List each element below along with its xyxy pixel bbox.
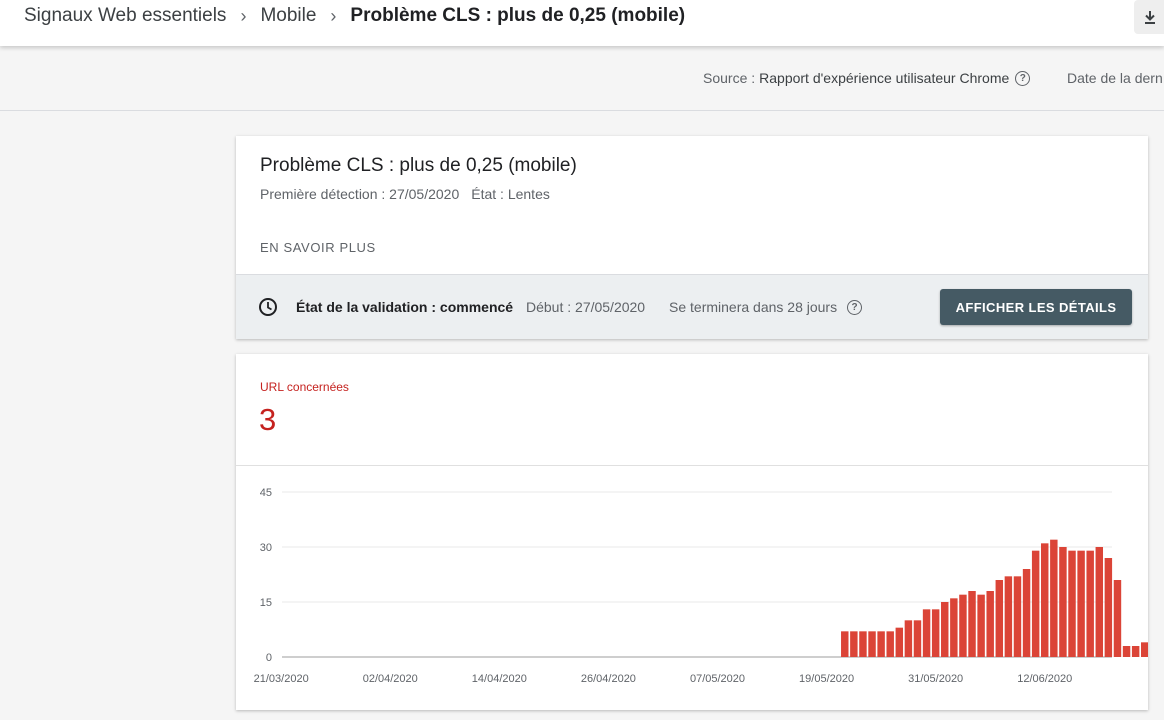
source-info: Source : Rapport d'expérience utilisateu… [703, 70, 1031, 86]
x-tick-label: 26/04/2020 [581, 673, 636, 685]
chart-bar[interactable] [1095, 547, 1104, 657]
chart-bar[interactable] [1022, 569, 1031, 657]
chart-bar[interactable] [1104, 558, 1113, 657]
chart-bar[interactable] [841, 631, 849, 657]
help-icon[interactable]: ? [1015, 70, 1031, 86]
x-tick-label: 21/03/2020 [254, 673, 309, 685]
first-detected: Première détection : 27/05/2020 [260, 186, 460, 202]
chart-bar[interactable] [977, 594, 985, 657]
chart-bar[interactable] [950, 598, 958, 657]
download-icon [1145, 11, 1155, 24]
x-tick-label: 12/06/2020 [1017, 673, 1072, 685]
chart-bar[interactable] [913, 620, 922, 657]
chart-bar[interactable] [1050, 539, 1058, 657]
y-tick-label: 30 [260, 542, 272, 554]
chevron-right-icon: › [330, 5, 337, 26]
top-header: Signaux Web essentiels › Mobile › Problè… [0, 0, 1164, 46]
learn-more-link[interactable]: EN SAVOIR PLUS [260, 240, 376, 255]
issue-card: Problème CLS : plus de 0,25 (mobile) Pre… [236, 136, 1148, 339]
chart-bar[interactable] [922, 609, 931, 657]
chart-bar[interactable] [959, 594, 967, 657]
chart-bar[interactable] [968, 591, 976, 657]
affected-urls-count: 3 [259, 402, 277, 437]
validation-end: Se terminera dans 28 jours ? [669, 299, 863, 315]
validation-end-text: Se terminera dans 28 jours [669, 299, 838, 315]
x-tick-label: 07/05/2020 [690, 673, 745, 685]
x-tick-label: 19/05/2020 [799, 673, 854, 685]
chart-bar[interactable] [1086, 550, 1094, 657]
chart-bar[interactable] [1031, 550, 1040, 657]
validation-bar: État de la validation : commencé Début :… [236, 274, 1148, 339]
chart-bar[interactable] [1077, 550, 1085, 657]
chart-bar[interactable] [1041, 543, 1049, 657]
chart-bar[interactable] [877, 631, 885, 657]
chart-bar[interactable] [1131, 646, 1140, 657]
affected-urls-label: URL concernées [260, 380, 349, 394]
breadcrumb-current-issue: Problème CLS : plus de 0,25 (mobile) [350, 5, 686, 26]
chart-bar[interactable] [1113, 580, 1122, 657]
x-tick-label: 14/04/2020 [472, 673, 527, 685]
chart-bar[interactable] [986, 591, 994, 657]
chart-bar[interactable] [1068, 550, 1076, 657]
last-updated-date: Date de la dern [1067, 70, 1163, 86]
chevron-right-icon: › [240, 5, 247, 26]
issue-title: Problème CLS : plus de 0,25 (mobile) [260, 155, 577, 176]
chart-bar[interactable] [941, 602, 949, 657]
divider [236, 465, 1148, 466]
chart-bar[interactable] [1059, 547, 1067, 657]
source-bar: Source : Rapport d'expérience utilisateu… [0, 46, 1164, 111]
breadcrumb: Signaux Web essentiels › Mobile › Problè… [24, 4, 685, 28]
download-button[interactable] [1134, 0, 1164, 34]
issue-meta: Première détection : 27/05/2020 État : Le… [260, 186, 550, 202]
chart-bar[interactable] [1122, 646, 1131, 657]
chart-bar[interactable] [859, 631, 867, 657]
affected-urls-chart: 0 15 30 45 21/03/2020 02/04/2020 14/04/2020 26/… [254, 487, 1148, 685]
chart-bar[interactable] [868, 631, 876, 657]
breadcrumb-core-web-vitals[interactable]: Signaux Web essentiels [24, 5, 227, 26]
validation-start: Début : 27/05/2020 [526, 299, 646, 315]
chart-bar[interactable] [1013, 576, 1022, 657]
x-tick-label: 02/04/2020 [363, 673, 418, 685]
chart-bar[interactable] [1004, 576, 1013, 657]
y-tick-label: 15 [260, 597, 272, 609]
validation-status: État de la validation : commencé [296, 299, 514, 315]
chart-bar[interactable] [1141, 642, 1148, 657]
y-tick-label: 45 [260, 487, 272, 499]
clock-icon [259, 298, 277, 316]
issue-state: État : Lentes [471, 186, 550, 202]
chart-card: URL concernées 3 0 15 30 45 21/03/2020 02/04/… [236, 354, 1148, 710]
chart-bar[interactable] [904, 620, 913, 657]
chart-bar[interactable] [895, 627, 904, 657]
source-prefix: Source : [703, 70, 756, 86]
x-tick-label: 31/05/2020 [908, 673, 963, 685]
help-icon[interactable]: ? [847, 299, 863, 315]
breadcrumb-mobile[interactable]: Mobile [260, 5, 317, 26]
source-value: Rapport d'expérience utilisateur Chrome [759, 70, 1010, 86]
chart-bar[interactable] [931, 609, 940, 657]
show-details-button[interactable]: AFFICHER LES DÉTAILS [940, 289, 1132, 325]
chart-bar[interactable] [995, 580, 1004, 657]
chart-bar[interactable] [886, 631, 894, 657]
chart-bar[interactable] [850, 631, 858, 657]
y-tick-label: 0 [266, 652, 272, 664]
